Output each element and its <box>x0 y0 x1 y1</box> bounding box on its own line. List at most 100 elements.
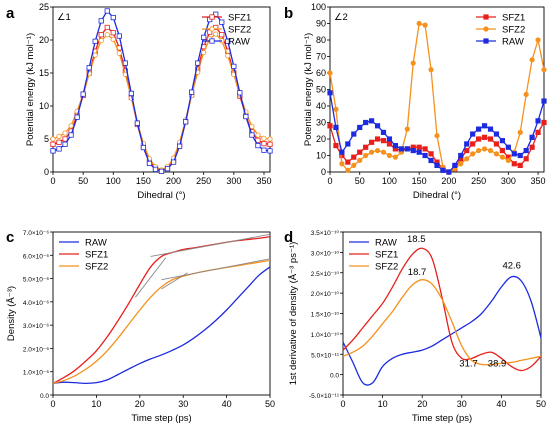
y-tick-label: 0.0 <box>40 393 49 400</box>
legend-label: SFZ2 <box>85 262 108 273</box>
data-point-sfz2 <box>351 162 357 168</box>
data-point-sfz2 <box>374 147 381 154</box>
data-point-raw <box>458 152 464 159</box>
panel-annotation: ∠2 <box>334 12 348 23</box>
data-point-sfz2 <box>201 49 207 56</box>
panel-letter-a: a <box>6 5 15 22</box>
legend-label: RAW <box>85 238 107 249</box>
data-point-sfz1 <box>481 134 488 140</box>
tangent-line <box>150 233 271 257</box>
data-point-sfz1 <box>363 144 369 150</box>
data-point-raw <box>380 129 387 135</box>
data-point-sfz2 <box>92 52 98 58</box>
x-axis-title: Time step (ps) <box>412 413 472 424</box>
x-tick-label: 100 <box>106 176 121 186</box>
panel-letter-d: d <box>284 229 293 246</box>
chart-panel-c: c 0 10 20 30 40 50 0.0 1.0×10⁻⁶ 2.0×10⁻⁶ 3.0×10⁻⁶ 4… <box>6 229 275 424</box>
data-point-sfz1 <box>104 24 110 31</box>
data-point-sfz1 <box>517 162 523 168</box>
x-tick-label: 10 <box>378 399 388 409</box>
data-point-raw <box>170 159 177 165</box>
data-point-sfz1 <box>470 141 476 147</box>
data-point-sfz1 <box>416 144 422 150</box>
data-point-sfz1 <box>541 119 547 126</box>
data-point-raw <box>517 152 523 159</box>
legend-marker <box>483 14 489 20</box>
peak-annotation: 42.6 <box>502 261 521 272</box>
data-point-raw <box>195 60 201 66</box>
y-tick-label: 15 <box>39 68 49 78</box>
x-tick-label: 0 <box>50 176 55 186</box>
y-tick-label: -5.0×10⁻¹¹ <box>309 393 340 400</box>
y-tick-label: 1.0×10⁻⁶ <box>23 370 49 377</box>
data-point-raw <box>140 144 147 151</box>
data-point-raw <box>68 132 74 138</box>
peak-annotation: 18.7 <box>408 267 427 278</box>
y-axis-title: Potential energy (kJ mol⁻¹) <box>303 33 314 146</box>
data-point-sfz2 <box>56 133 62 139</box>
y-tick-label: 7.0×10⁻⁶ <box>23 230 49 237</box>
x-tick-label: 40 <box>496 399 506 409</box>
y-tick-label: 10 <box>316 151 326 161</box>
x-tick-label: 250 <box>196 176 211 186</box>
data-point-raw <box>505 144 511 150</box>
data-point-raw <box>386 136 393 142</box>
data-point-sfz1 <box>369 139 375 145</box>
data-point-sfz1 <box>255 137 261 143</box>
data-point-raw <box>255 142 261 149</box>
data-point-sfz2 <box>434 133 440 139</box>
x-tick-label: 300 <box>226 176 241 186</box>
data-point-sfz2 <box>499 154 505 160</box>
x-tick-label: 20 <box>135 399 145 409</box>
data-point-raw <box>80 91 86 97</box>
data-point-sfz2 <box>327 70 333 76</box>
plot-frame <box>342 231 542 396</box>
y-tick-label: 100 <box>311 2 326 12</box>
data-point-raw <box>481 123 488 129</box>
data-point-sfz2 <box>104 32 110 38</box>
y-tick-label: 40 <box>316 101 326 111</box>
data-point-raw <box>523 147 529 154</box>
data-point-raw <box>499 138 505 144</box>
data-point-sfz1 <box>261 141 267 147</box>
y-tick-label: 60 <box>316 68 326 78</box>
data-point-sfz1 <box>487 136 494 142</box>
legend-marker <box>209 14 215 20</box>
data-point-sfz2 <box>267 136 273 142</box>
legend-label: SFZ1 <box>85 250 108 261</box>
data-point-sfz2 <box>116 50 122 56</box>
data-point-raw <box>422 152 428 159</box>
legend-label: SFZ2 <box>502 25 525 36</box>
data-point-sfz1 <box>499 147 505 154</box>
data-point-raw <box>183 119 189 125</box>
y-tick-label: 0.0 <box>330 373 339 380</box>
data-point-raw <box>369 118 375 124</box>
data-point-sfz2 <box>261 135 267 141</box>
series-line-raw <box>342 275 542 386</box>
y-axis-title: Potential energy (kJ mol⁻¹) <box>25 33 36 146</box>
y-axis-title: 1st derivative of density (Å⁻³ ps⁻¹) <box>288 242 299 386</box>
data-point-raw <box>152 166 159 172</box>
data-point-raw <box>219 19 225 25</box>
data-point-raw <box>243 113 249 120</box>
data-point-sfz1 <box>110 30 116 36</box>
data-point-sfz2 <box>255 132 261 138</box>
x-tick-label: 200 <box>441 176 456 186</box>
x-tick-label: 350 <box>256 176 271 186</box>
data-point-raw <box>541 98 547 104</box>
data-point-sfz1 <box>333 142 339 149</box>
data-point-raw <box>225 38 231 44</box>
data-point-sfz2 <box>529 57 535 63</box>
legend-label: SFZ1 <box>228 13 251 24</box>
data-point-sfz1 <box>523 156 529 162</box>
data-point-sfz2 <box>62 130 68 136</box>
data-point-sfz1 <box>351 154 357 160</box>
data-point-sfz2 <box>392 154 398 160</box>
data-point-raw <box>62 141 68 147</box>
data-point-sfz2 <box>422 22 428 28</box>
data-point-raw <box>493 131 500 137</box>
y-tick-label: 5 <box>44 134 49 144</box>
data-point-sfz2 <box>345 167 351 173</box>
data-point-raw <box>440 167 446 173</box>
data-point-sfz1 <box>374 136 381 142</box>
